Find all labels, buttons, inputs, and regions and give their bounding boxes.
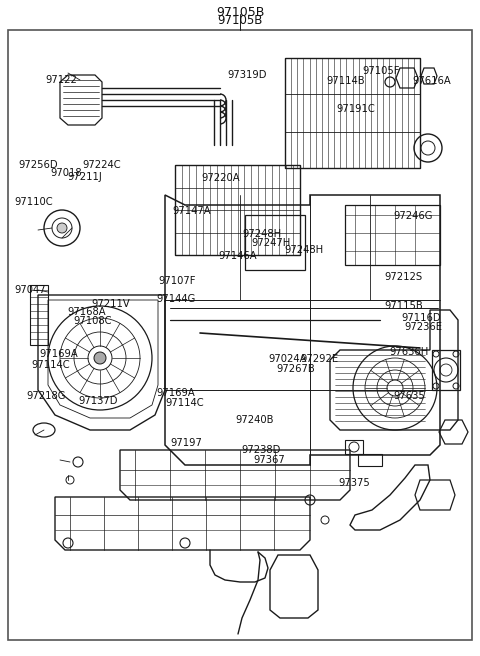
Text: 97367: 97367 [253,455,285,465]
Text: 97256D: 97256D [18,160,58,171]
Text: 97047: 97047 [14,285,46,295]
Text: 97137D: 97137D [78,396,118,406]
Text: 97146A: 97146A [218,251,256,261]
Text: 97218G: 97218G [26,391,66,401]
Text: 97114C: 97114C [165,398,204,409]
Text: 97105B: 97105B [216,5,264,18]
Text: 97211V: 97211V [91,298,130,309]
Text: 97224C: 97224C [83,160,121,171]
Text: 97211J: 97211J [67,172,102,182]
Text: 97267B: 97267B [276,363,315,374]
Text: 97122: 97122 [46,75,77,85]
Text: 97105B: 97105B [217,14,263,28]
Text: 97240B: 97240B [235,415,274,425]
Text: 97169A: 97169A [39,348,78,359]
Text: 97168A: 97168A [67,306,106,317]
Text: 97248H: 97248H [242,228,281,239]
Bar [30,285,48,345]
Text: 97108C: 97108C [73,316,112,326]
Text: 97144G: 97144G [156,294,196,304]
Text: 97169A: 97169A [156,388,195,398]
Text: 97114B: 97114B [326,76,365,87]
Text: 97236E: 97236E [404,321,442,332]
Text: 97107F: 97107F [158,276,196,286]
Text: 97248H: 97248H [284,245,324,255]
Circle shape [94,352,106,364]
Text: 97114C: 97114C [32,359,70,370]
Text: 97197: 97197 [170,438,202,448]
Text: 97115B: 97115B [384,301,423,312]
Bar [358,454,382,466]
Bar [285,58,420,168]
Text: 97110C: 97110C [14,197,53,207]
Bar [345,205,440,265]
Bar [175,165,300,255]
Bar [432,350,460,390]
Text: 97116D: 97116D [401,312,441,323]
Text: 97616A: 97616A [413,76,452,87]
Text: 97246G: 97246G [394,211,433,221]
Text: 97018: 97018 [50,167,82,178]
Text: 97191C: 97191C [336,104,375,114]
Text: 97319D: 97319D [228,70,267,81]
Text: 97247H: 97247H [252,237,291,248]
Text: 97105F: 97105F [362,66,400,76]
Circle shape [57,223,67,233]
Text: 97147A: 97147A [173,206,211,216]
Text: 97292E: 97292E [300,354,338,365]
Text: 97375: 97375 [338,478,370,488]
Text: 97636H: 97636H [390,346,429,357]
Bar [245,215,305,270]
Bar [345,440,363,454]
Text: 97220A: 97220A [202,173,240,184]
Text: 97635: 97635 [394,390,425,401]
Text: 97212S: 97212S [384,272,422,282]
Text: 97238D: 97238D [241,445,281,455]
Text: 97024A: 97024A [269,354,307,365]
